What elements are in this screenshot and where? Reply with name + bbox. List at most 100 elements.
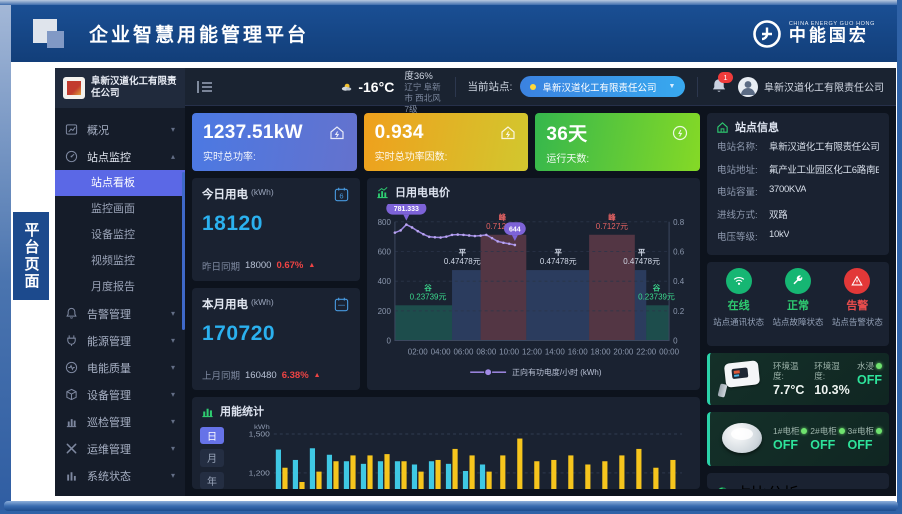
kpi-row: 1237.51kW 实时总功率: 0.934 [192, 113, 701, 171]
tab-day[interactable]: 日 [200, 427, 224, 445]
notifications-button[interactable]: 1 [710, 71, 733, 97]
svg-text:18:00: 18:00 [591, 347, 612, 356]
user-menu[interactable]: 阜新汉道化工有限责任公司 [738, 76, 884, 97]
ratio-analysis-title: 占比分析 [735, 480, 799, 489]
svg-text:600: 600 [378, 247, 392, 256]
svg-text:0.23739元: 0.23739元 [410, 292, 447, 301]
station-select-value: 阜新汉道化工有限责任公司 [542, 82, 657, 94]
price-chart-panel: 日用电电价 0 200 400 600 800 0 0.2 0.4 0.6 0.8 02:00 04:… [367, 178, 700, 390]
trend-chart-icon [377, 186, 388, 198]
svg-text:02:00: 02:00 [408, 347, 429, 356]
sidebar-menu: 概况 ▾ 站点监控 ▴ 站点看板 监控画面 设备监控 视频监控 月度报告 告警管理 ▾ 能源管理 ▾ 电能… [55, 108, 185, 489]
cabinet-state: OFF [773, 438, 798, 453]
plug-icon [65, 334, 78, 347]
sidebar-subitem-station-board[interactable]: 站点看板 [55, 170, 185, 196]
sidebar-item-inspection[interactable]: 巡检管理 ▾ [55, 408, 185, 435]
brand-logo: CHINA ENERGY GUO HONG 中能国宏 [752, 19, 875, 49]
sidebar-item-power-quality[interactable]: 电能质量 ▾ [55, 354, 185, 381]
weather-temp: -16°C [358, 78, 395, 95]
location-pin-icon [530, 83, 537, 90]
info-value: 阜新汉道化工有限责任公司 [769, 142, 879, 153]
svg-text:0.7127元: 0.7127元 [596, 222, 628, 231]
chevron-down-icon: ▾ [170, 471, 175, 480]
env-label: 环境温度: [773, 360, 799, 381]
status-communication: 在线 站点通讯状态 [709, 268, 768, 340]
kpi-label: 运行天数: [546, 154, 590, 165]
kpi-value: 1237.51kW [203, 121, 303, 143]
sidebar-item-ops[interactable]: 运维管理 ▾ [55, 435, 185, 462]
box-icon [65, 388, 78, 401]
sidebar-item-label: 设备管理 [87, 389, 131, 402]
frame-right [897, 0, 902, 514]
dashboard: 阜新汉道化工有限责任公司 概况 ▾ 站点监控 ▴ 站点看板监控画面设备监控视频监控月度报… [55, 68, 896, 496]
topbar: -16°C 多云 湿度36% 辽宁 阜新市 西北风 7级 当前站点: 阜新汉道化… [185, 68, 896, 114]
svg-text:08:00: 08:00 [476, 347, 497, 356]
env-temperature: 环境温度: 7.7°C [773, 361, 807, 397]
collapse-menu-icon[interactable] [197, 80, 213, 94]
chevron-down-icon: ▾ [170, 125, 175, 134]
svg-text:0: 0 [386, 337, 391, 346]
wrench-icon [784, 268, 811, 294]
price-chart: 0 200 400 600 800 0 0.2 0.4 0.6 0.8 02:00 04:00 06:0… [367, 204, 700, 390]
info-label: 进线方式: [717, 209, 758, 221]
chevron-down-icon: ▾ [170, 309, 175, 318]
cabinet-state: OFF [810, 438, 836, 453]
kpi-label: 实时总功率: [203, 151, 256, 163]
station-select[interactable]: 阜新汉道化工有限责任公司 ▼ [520, 76, 686, 97]
site-info-panel: 站点信息 电站名称: 阜新汉道化工有限责任公司 电站地址: 氟产业工业园区化工6路南… [707, 113, 889, 255]
frame-top [0, 0, 902, 5]
svg-text:800: 800 [378, 218, 392, 227]
sidebar-subitem-monitor-screen[interactable]: 监控画面 [91, 203, 135, 215]
info-label: 电压等级: [717, 232, 758, 243]
current-station-label: 当前站点: [467, 81, 513, 93]
svg-text:0.8: 0.8 [673, 218, 685, 227]
calendar-month-icon: 一 [334, 297, 349, 311]
card-title: 今日用电 [202, 189, 248, 201]
status-label: 站点通讯状态 [713, 317, 765, 327]
kpi-total-power: 1237.51kW 实时总功率: [192, 113, 357, 171]
sidebar-item-energy[interactable]: 能源管理 ▾ [55, 327, 185, 354]
sidebar-subitem-video-monitor[interactable]: 视频监控 [91, 255, 135, 267]
sidebar-subitem-monthly-report[interactable]: 月度报告 [91, 281, 135, 293]
sidebar-item-station-monitor[interactable]: 站点监控 ▴ [55, 143, 185, 170]
cabinet-label: 1#电柜 [773, 425, 800, 436]
kpi-running-days: 36天 运行天数: [535, 113, 701, 171]
company-logo-icon [63, 77, 85, 99]
sidebar-item-label: 能源管理 [87, 335, 131, 348]
info-value: 3700KVA [769, 184, 807, 195]
svg-text:谷: 谷 [653, 282, 661, 292]
ratio-analysis-panel: 占比分析 [707, 473, 889, 489]
weather-widget: -16°C 多云 湿度36% 辽宁 阜新市 西北风 7级 [341, 68, 443, 114]
kpi-value: 0.934 [374, 121, 424, 143]
status-value: 告警 [846, 300, 869, 312]
environment-panel: 环境温度: 7.7°C 环境湿度: 10.3% 水浸 OFF [707, 353, 889, 405]
info-label: 电站地址: [717, 164, 758, 176]
frame-left [0, 0, 11, 514]
sidebar-scrollbar[interactable] [182, 172, 185, 330]
sidebar-item-label: 运维管理 [87, 443, 131, 456]
sidebar-item-label: 告警管理 [87, 308, 131, 321]
svg-text:平: 平 [638, 248, 646, 257]
svg-text:781.333: 781.333 [394, 206, 419, 213]
sidebar-item-device[interactable]: 设备管理 ▾ [55, 381, 185, 408]
page-title: 企业智慧用能管理平台 [89, 25, 310, 46]
quality-icon [65, 361, 78, 374]
sidebar-item-alarm[interactable]: 告警管理 ▾ [55, 300, 185, 327]
svg-text:16:00: 16:00 [568, 347, 589, 356]
env-water: 水浸 OFF [857, 361, 882, 397]
sidebar-item-system[interactable]: 系统状态 ▾ [55, 462, 185, 489]
tab-month[interactable]: 月 [200, 449, 224, 467]
brand-name: 中能国宏 [788, 26, 869, 46]
chevron-down-icon: ▾ [170, 390, 175, 399]
info-value: 10kV [769, 229, 790, 240]
month-usage-value: 170720 [202, 321, 276, 345]
brand-circle-icon [753, 19, 781, 48]
status-value: 正常 [786, 300, 809, 312]
sidebar-item-label: 概况 [87, 124, 109, 137]
sidebar-subitem-device-monitor[interactable]: 设备监控 [91, 229, 135, 241]
sidebar-item-overview[interactable]: 概况 ▾ [55, 116, 185, 143]
tab-year[interactable]: 年 [200, 471, 224, 489]
price-chart-title: 日用电电价 [395, 187, 450, 199]
chevron-down-icon: ▾ [170, 417, 175, 426]
